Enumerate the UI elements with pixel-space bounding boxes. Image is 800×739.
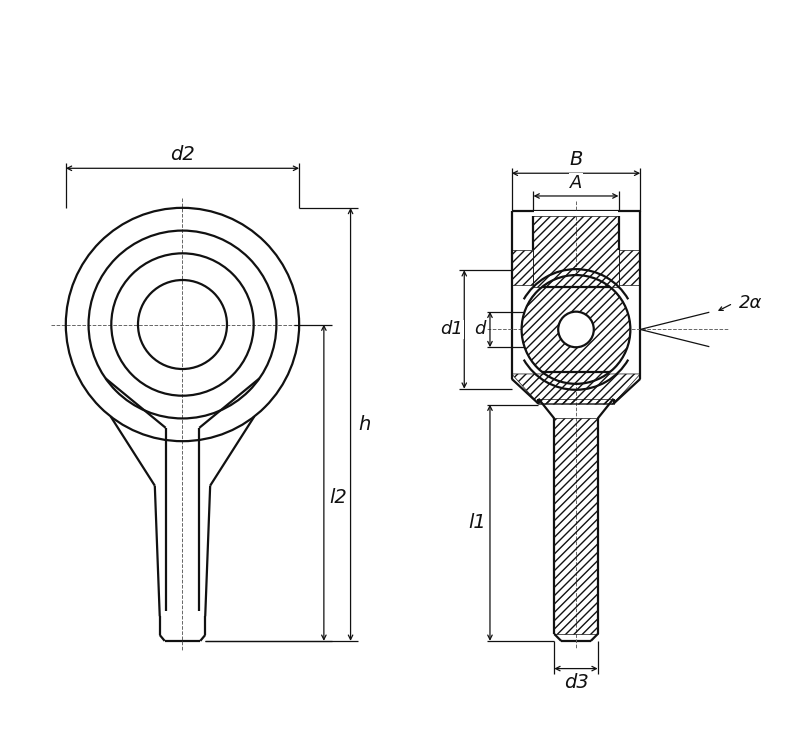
Text: d1: d1 <box>440 321 463 338</box>
Circle shape <box>558 312 594 347</box>
Circle shape <box>139 281 226 368</box>
Text: B: B <box>570 150 582 169</box>
Text: l1: l1 <box>468 514 486 532</box>
Text: h: h <box>358 415 370 434</box>
Text: d: d <box>474 321 486 338</box>
Text: A: A <box>570 174 582 192</box>
Text: l2: l2 <box>329 488 346 507</box>
Text: 2α: 2α <box>739 294 762 313</box>
Text: d2: d2 <box>170 145 195 164</box>
Text: d3: d3 <box>564 673 588 692</box>
Circle shape <box>522 275 630 384</box>
FancyBboxPatch shape <box>534 211 618 216</box>
